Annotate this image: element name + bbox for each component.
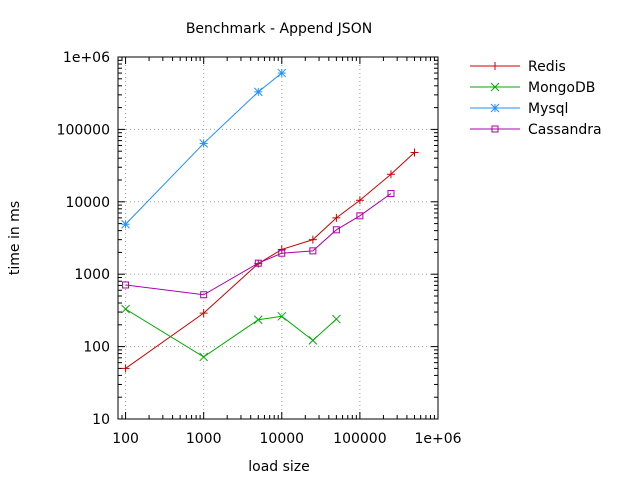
series-mysql <box>121 68 287 229</box>
y-tick-label: 100000 <box>57 122 110 138</box>
data-point-cassandra <box>122 281 130 289</box>
legend-item-cassandra: Cassandra <box>470 122 602 138</box>
data-point-cassandra <box>200 291 208 299</box>
x-tick-label: 1e+06 <box>414 431 461 447</box>
y-tick-label: 10 <box>92 412 110 428</box>
data-point-mysql <box>199 139 209 148</box>
marker-stroke <box>200 291 208 299</box>
data-point-mysql <box>121 219 130 229</box>
legend-label-mysql: Mysql <box>528 101 568 117</box>
data-point-redis <box>199 309 208 318</box>
data-point-mysql <box>277 68 287 78</box>
y-axis-title: time in ms <box>7 201 23 275</box>
data-point-cassandra <box>356 212 364 220</box>
data-point-cassandra <box>387 190 395 198</box>
plot-area-frame <box>117 56 439 420</box>
series-cassandra <box>122 190 395 299</box>
data-point-redis <box>121 364 130 373</box>
data-point-cassandra <box>254 259 262 267</box>
data-point-mongodb <box>253 315 263 325</box>
marker-stroke <box>199 139 209 148</box>
marker-stroke <box>253 87 263 97</box>
x-tick-label: 1000 <box>186 431 222 447</box>
marker-stroke <box>308 335 318 345</box>
legend-marker-cassandra <box>491 125 499 133</box>
legend-item-mongodb: MongoDB <box>470 80 595 96</box>
data-point-mongodb <box>277 311 287 321</box>
data-point-redis <box>277 245 286 254</box>
marker-stroke <box>309 247 317 255</box>
series-layer <box>121 68 419 373</box>
data-point-redis <box>386 170 395 179</box>
data-point-cassandra <box>278 249 286 257</box>
marker-stroke <box>254 259 262 267</box>
axis-ticks: 100 1000 10000 100000 1e+0610100100010000100… <box>57 50 462 447</box>
data-point-cassandra <box>332 226 340 234</box>
grid <box>118 57 439 419</box>
x-axis-title: load size <box>248 459 310 475</box>
marker-stroke <box>332 314 341 324</box>
marker-stroke <box>277 68 287 78</box>
series-line-mongodb <box>125 308 337 358</box>
marker-stroke <box>387 190 395 198</box>
legend-label-mongodb: MongoDB <box>528 80 595 96</box>
marker-stroke <box>490 103 500 113</box>
x-tick-label: 10000 <box>260 431 305 447</box>
data-point-mongodb <box>308 335 318 345</box>
y-tick-label: 1e+06 <box>63 50 110 66</box>
y-tick-label: 100 <box>83 340 110 356</box>
data-point-mongodb <box>199 352 209 362</box>
marker-stroke <box>277 311 287 321</box>
legend-marker-mysql <box>490 103 500 113</box>
marker-stroke <box>490 82 500 92</box>
legend-label-cassandra: Cassandra <box>528 122 602 138</box>
y-tick-label: 1000 <box>74 267 110 283</box>
marker-stroke <box>122 281 130 289</box>
marker-stroke <box>253 315 263 325</box>
marker-stroke <box>121 219 130 229</box>
chart-title: Benchmark - Append JSON <box>186 21 372 37</box>
data-point-cassandra <box>309 247 317 255</box>
marker-stroke <box>332 226 340 234</box>
legend-marker-mongodb <box>490 82 500 92</box>
data-point-mongodb <box>332 314 341 324</box>
legend-item-redis: Redis <box>470 59 566 75</box>
y-tick-label: 10000 <box>65 195 110 211</box>
data-point-redis <box>355 196 364 205</box>
marker-stroke <box>278 249 286 257</box>
marker-stroke <box>491 125 499 133</box>
legend-marker-redis <box>491 62 499 70</box>
data-point-redis <box>308 235 317 244</box>
data-point-redis <box>410 148 419 157</box>
legend-label-redis: Redis <box>528 59 566 75</box>
data-point-mysql <box>253 87 263 97</box>
series-line-cassandra <box>125 193 392 296</box>
marker-stroke <box>121 304 130 314</box>
series-mongodb <box>121 304 341 362</box>
marker-stroke <box>356 212 364 220</box>
legend: Redis MongoDB Mysql Cassandra <box>470 59 602 138</box>
data-point-redis <box>332 213 341 222</box>
x-tick-label: 100000 <box>333 431 386 447</box>
marker-stroke <box>199 352 209 362</box>
series-line-mysql <box>125 72 283 225</box>
legend-item-mysql: Mysql <box>470 101 568 117</box>
data-point-mongodb <box>121 304 130 314</box>
x-tick-label: 100 <box>112 431 139 447</box>
